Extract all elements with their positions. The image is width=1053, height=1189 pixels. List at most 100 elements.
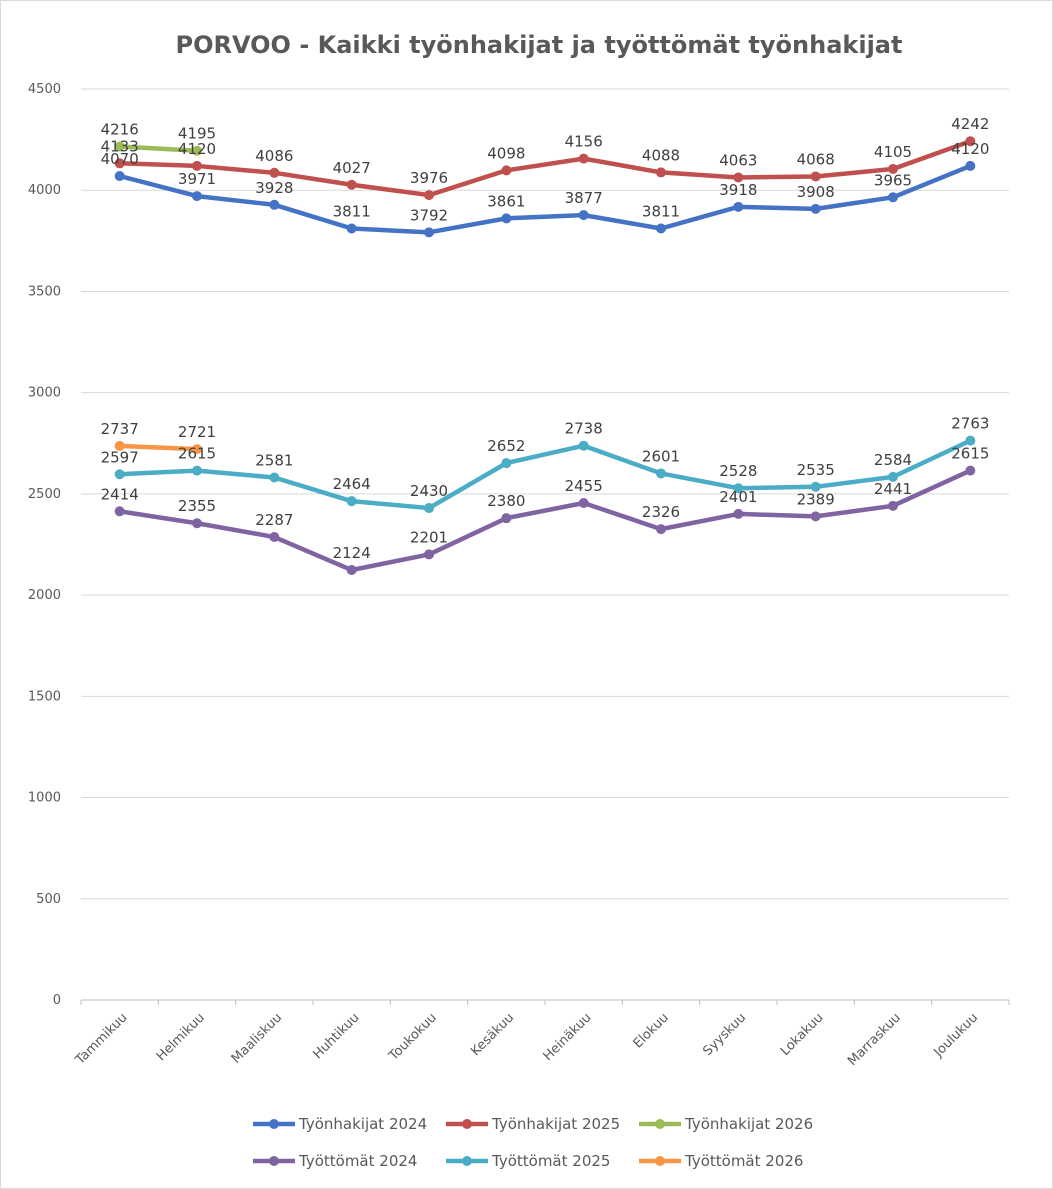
data-point [346,496,357,507]
series-line [117,468,973,573]
data-point [424,503,434,514]
legend-marker [655,1156,665,1166]
data-label: 2528 [719,462,757,480]
data-label: 3965 [874,171,912,189]
data-label: 4105 [874,143,912,161]
data-point [656,167,666,178]
data-label: 4195 [178,125,216,143]
legend-label: Työttömät 2026 [684,1152,803,1170]
data-point [656,468,666,479]
series-tyonhakijat-2025 [114,136,976,201]
legend-label: Työnhakijat 2025 [491,1115,620,1133]
data-label: 3811 [333,202,371,220]
data-label: 3976 [410,169,448,187]
data-point [114,506,125,517]
data-point [656,524,666,535]
data-point [269,199,280,210]
data-label: 4088 [642,146,680,164]
y-tick-label: 1000 [28,791,61,806]
x-tick-label-heinakuu: Heinäkuu [541,1010,595,1064]
data-label: 3861 [487,192,525,210]
data-label: 2738 [565,420,603,438]
legend-item-tyonhakijat-2025: Työnhakijat 2025 [446,1115,620,1133]
legend-item-tyonhakijat-2026: Työnhakijat 2026 [639,1115,813,1133]
legend-label: Työttömät 2024 [298,1152,417,1170]
data-point [501,458,512,469]
data-point [733,483,744,494]
data-point [501,513,512,524]
data-point [424,549,434,560]
x-tick-label-joulukuu: Joulukuu [931,1010,982,1061]
data-point [501,213,512,224]
data-point [810,511,821,522]
legend-item-tyonhakijat-2024: Työnhakijat 2024 [253,1115,427,1133]
data-point [114,141,125,152]
data-point [965,435,976,446]
data-label: 2441 [874,480,912,498]
data-label: 3877 [565,189,603,207]
data-point [114,171,125,182]
data-label: 2389 [797,490,835,508]
x-tick-label-marraskuu: Marraskuu [845,1010,904,1069]
data-point [192,444,202,455]
legend-label: Työnhakijat 2026 [684,1115,813,1133]
data-point [424,227,434,238]
x-tick-label-toukokuu: Toukokuu [386,1010,440,1064]
x-tick-label-huhtikuu: Huhtikuu [310,1010,362,1062]
data-label: 4133 [101,137,139,155]
data-label: 4027 [333,159,371,177]
data-label: 2430 [410,482,448,500]
data-label: 2581 [255,451,293,469]
data-point [192,160,202,171]
legend-marker [462,1156,472,1166]
series-tyottomat-2025 [114,435,976,514]
legend-item-tyottomat-2024: Työttömät 2024 [253,1152,417,1170]
data-point [578,440,589,451]
data-point [733,172,744,183]
data-point [965,465,976,476]
data-label: 4120 [951,140,989,158]
legend-item-tyottomat-2025: Työttömät 2025 [446,1152,610,1170]
gridlines [81,88,1009,1001]
series-line [117,138,973,198]
y-tick-label: 3500 [28,284,61,299]
data-point [346,179,357,190]
x-tick-label-tammikuu: Tammikuu [72,1010,130,1068]
y-tick-label: 3000 [28,386,61,401]
legend-marker [269,1156,279,1166]
data-point [501,165,512,176]
data-point [269,532,280,543]
data-label: 4216 [101,120,139,138]
data-label: 4086 [255,147,293,165]
data-label: 2380 [487,492,525,510]
x-tick-label-kesakuu: Kesäkuu [468,1010,517,1059]
data-label: 3928 [255,179,293,197]
data-label: 2414 [101,485,139,503]
data-labels: 4070 3971 3928 3811 3792 3861 3877 3811 3918 3908… [101,115,990,562]
data-label: 2615 [951,445,989,463]
series-line [117,438,973,511]
data-point [424,190,434,201]
y-tick-label: 1500 [28,689,61,704]
data-label: 2597 [101,448,139,466]
data-point [578,153,589,164]
y-tick-label: 4500 [28,82,61,97]
data-label: 2124 [333,544,371,562]
series-line [117,163,973,235]
data-label: 2326 [642,503,680,521]
legend-marker [655,1119,665,1129]
y-tick-label: 0 [53,993,61,1008]
y-tick-label: 4000 [28,183,61,198]
data-label: 2355 [178,497,216,515]
x-tick-label-syyskuu: Syyskuu [700,1010,749,1059]
series-tyonhakijat-2026 [114,141,202,156]
series-tyottomat-2026 [114,440,202,455]
data-point [733,508,744,519]
data-label: 2201 [410,528,448,546]
x-tick-label-maaliskuu: Maaliskuu [229,1010,285,1066]
data-label: 4242 [951,115,989,133]
data-point [965,160,976,171]
data-label: 2615 [178,445,216,463]
